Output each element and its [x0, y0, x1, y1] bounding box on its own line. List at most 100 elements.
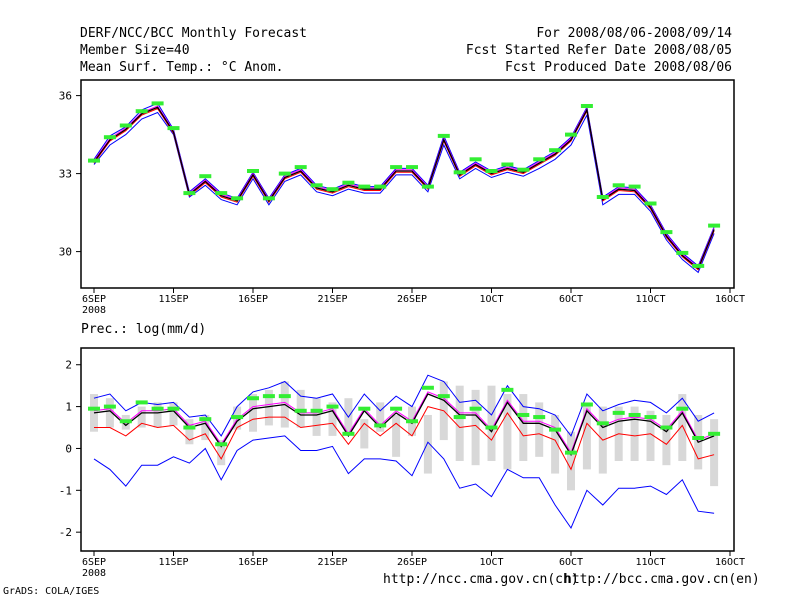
panel-top-marker [247, 169, 259, 173]
panel-bottom-marker [406, 419, 418, 424]
panel-top-marker [151, 101, 164, 106]
panel-bottom-spread-bar [487, 385, 496, 462]
panel-top-series-member-upper [93, 105, 715, 269]
panel-top-x-tick-label: 21SEP [317, 294, 347, 305]
panel-bottom-x-tick-label: 11OCT [635, 557, 665, 568]
panel-top-x-tick-label: 6OCT [559, 294, 583, 305]
panel-bottom-spread-bar [630, 406, 639, 462]
panel-bottom-spread-bar [296, 389, 305, 428]
panel-bottom-marker [549, 427, 562, 432]
forecast-produced: Fcst Produced Date 2008/08/06 [505, 60, 732, 75]
panel-bottom-marker [533, 415, 546, 420]
panel-top-marker [565, 132, 577, 137]
panel-bottom-x-tick-label: 6OCT [559, 557, 583, 568]
panel-top-marker [278, 171, 291, 176]
panel-top-marker [88, 158, 100, 163]
panel-bottom-spread-bar [392, 414, 401, 457]
panel-bottom-spread-bar [710, 419, 719, 487]
panel-bottom-marker [596, 421, 609, 426]
panel-bottom-marker [199, 417, 212, 422]
panel-top-marker [612, 183, 625, 188]
panel-bottom-marker [119, 419, 132, 424]
panel-top-marker [215, 191, 228, 196]
panel-bottom-marker [628, 412, 641, 417]
panel-bottom-marker [103, 404, 116, 409]
panel-bottom-spread-bar [360, 419, 369, 449]
panel-top-series-ensemble-min [93, 111, 715, 274]
panel-bottom-spread-bar [678, 394, 687, 462]
panel-top-marker [374, 184, 387, 189]
panel-bottom-y-tick-label: -1 [59, 484, 72, 497]
panel-top-marker [437, 133, 450, 138]
panel-bottom-spread-bar [264, 389, 273, 426]
forecast-started: Fcst Started Refer Date 2008/08/05 [465, 43, 732, 58]
panel-top-marker [231, 196, 244, 201]
panel-bottom-marker [358, 406, 371, 411]
panel-bottom-marker [167, 406, 180, 411]
panel-top-marker [119, 123, 132, 128]
panel-bottom-y-tick-label: 2 [65, 359, 72, 372]
panel-top-series-ensemble-max [93, 102, 715, 267]
panel-bottom-series-member-lower [94, 406, 715, 471]
panel-top-series-ensemble-mean [93, 106, 715, 270]
panel-bottom-series-member-upper [93, 391, 715, 454]
panel-bottom-x-tick-label: 16SEP [238, 557, 268, 568]
panel-top-marker [501, 162, 514, 167]
panel-bottom-marker [278, 394, 291, 399]
panel-bottom-marker [517, 412, 530, 417]
panel-bottom-marker [135, 400, 148, 405]
panel-bottom-marker [612, 410, 625, 415]
panel-bottom-series-ensemble-mean [93, 393, 715, 457]
panel-top-marker [485, 169, 498, 173]
panel-bottom-marker [501, 387, 514, 392]
panel-bottom-x-tick-label: 1OCT [479, 557, 503, 568]
panel-bottom-marker [485, 425, 498, 430]
panel-top-marker [676, 250, 689, 255]
panel-top-marker [628, 184, 641, 189]
panel-bottom-title: Prec.: log(mm/d) [81, 322, 206, 337]
panel-bottom-marker [342, 431, 355, 436]
panel-bottom-marker [88, 406, 100, 411]
panel-bottom-spread-bar [201, 414, 210, 441]
panel-top-marker [644, 201, 657, 206]
panel-bottom-spread-bar [328, 402, 337, 436]
forecast-period: For 2008/08/06-2008/09/14 [536, 26, 732, 41]
panel-bottom-spread-bar [471, 389, 480, 466]
panel-top-y-tick-label: 33 [59, 168, 72, 181]
panel-bottom-marker [644, 415, 657, 420]
panel-top-series-member-lower [93, 107, 715, 271]
panel-bottom-marker [326, 404, 339, 409]
panel-bottom-spread-bar [312, 398, 321, 436]
bcc-url[interactable]: http://bcc.cma.gov.cn(en) [564, 572, 760, 587]
panel-bottom-x-year-label: 2008 [82, 568, 106, 579]
panel-top-x-tick-label: 16SEP [238, 294, 268, 305]
panel-bottom-spread-bar [105, 398, 114, 428]
panel-top-x-tick-label: 26SEP [397, 294, 427, 305]
panel-bottom-spread-bar [582, 402, 591, 470]
panel-top-x-year-label: 2008 [82, 305, 106, 316]
panel-top-marker [183, 191, 196, 196]
panel-top-marker [421, 184, 434, 189]
panel-bottom-frame [80, 347, 735, 552]
panel-top-marker [358, 184, 371, 189]
panel-bottom-y-tick-label: 1 [65, 401, 72, 414]
panel-top-marker [262, 196, 275, 201]
panel-top-marker [167, 126, 180, 131]
panel-bottom-marker [660, 425, 673, 430]
panel-bottom-x-tick-label: 26SEP [397, 557, 427, 568]
panel-bottom-marker [580, 402, 593, 407]
panel-bottom-spread-bar [153, 402, 162, 428]
panel-bottom-marker [421, 385, 434, 390]
panel-top-y-tick-label: 36 [59, 90, 72, 103]
panel-top-marker [708, 223, 721, 228]
panel-bottom-marker [231, 415, 244, 420]
panel-top-x-tick-label: 16OCT [715, 294, 745, 305]
panel-bottom-series-ensemble-min [93, 435, 715, 530]
panel-bottom-spread-bar [503, 394, 512, 470]
panel-bottom-spread-bar [662, 414, 671, 466]
panel-bottom-marker [469, 406, 482, 411]
panel-top-marker [580, 104, 593, 108]
panel-bottom-x-tick-label: 21SEP [317, 557, 347, 568]
ncc-url[interactable]: http://ncc.cma.gov.cn(ch) [383, 572, 579, 587]
